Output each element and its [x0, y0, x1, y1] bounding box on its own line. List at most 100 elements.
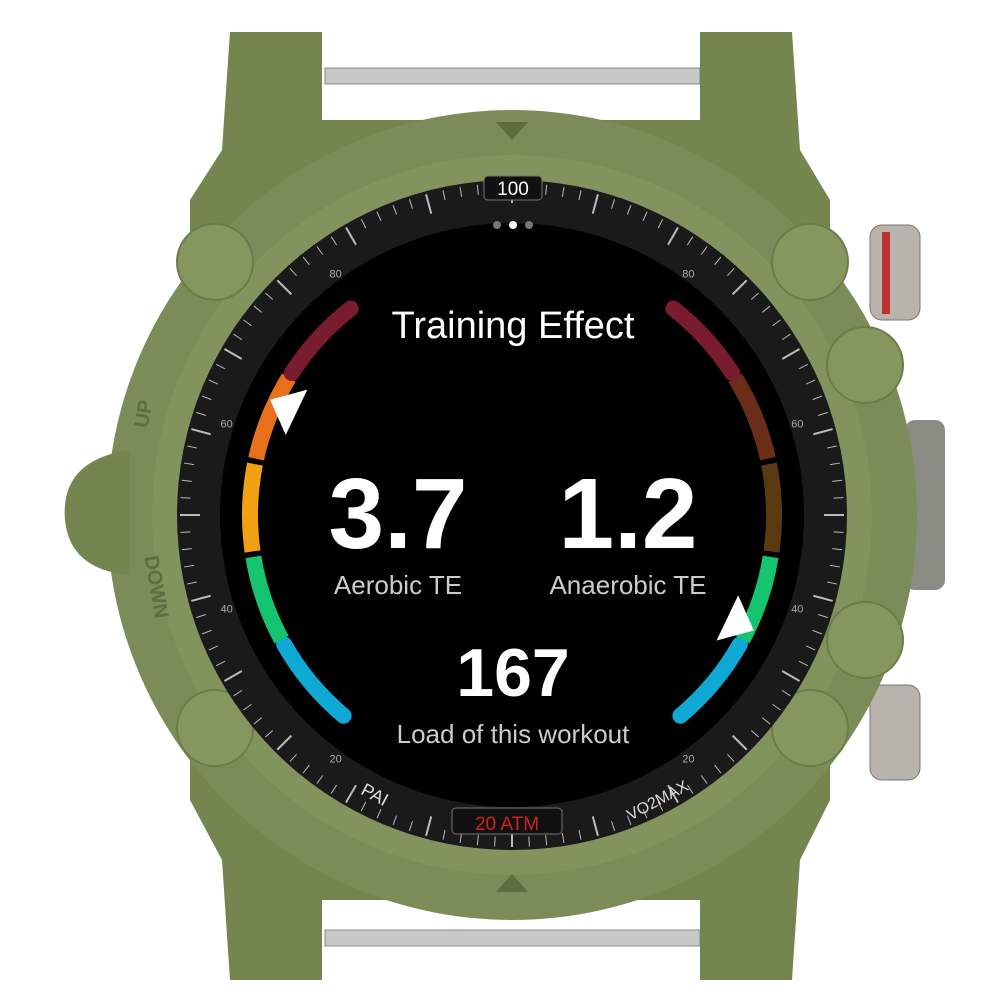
bezel-tick: [528, 836, 530, 847]
bezel-tick: [345, 226, 357, 246]
bezel-tick: [276, 279, 293, 296]
bezel-scale-label: 60: [791, 418, 803, 430]
bezel-tick: [667, 226, 679, 246]
case-knob: [826, 326, 904, 404]
bezel-tick: [781, 348, 801, 360]
aerobic-gauge-marker-icon: [270, 389, 308, 435]
bezel-tick: [714, 764, 722, 774]
page-indicator-dot: [509, 221, 517, 229]
bezel-tick: [611, 821, 616, 831]
bezel-tick: [561, 832, 565, 843]
bezel-tick: [813, 428, 833, 436]
bezel-tick: [781, 689, 791, 697]
bezel-tick: [476, 835, 479, 846]
bezel-tick: [727, 267, 735, 277]
bezel-tick: [833, 497, 844, 499]
bezel-tick: [459, 832, 463, 843]
bezel-tick: [425, 816, 433, 836]
bezel-tick: [494, 836, 496, 847]
bezel-tick: [184, 462, 195, 466]
case-knob: [826, 601, 904, 679]
bezel-scale-label: 60: [221, 418, 233, 430]
bezel-tick: [201, 395, 212, 401]
bezel-tick: [360, 218, 367, 229]
water-rating-label: 20 ATM: [475, 814, 539, 835]
bezel-tick: [561, 187, 565, 198]
bezel-tick: [700, 246, 708, 255]
bezel-tick: [700, 775, 708, 784]
screen-title: Training Effect: [392, 305, 635, 347]
anaerobic-gauge-segment: [728, 373, 776, 461]
bezel-scale-label: 40: [221, 604, 233, 616]
bezel-tick: [408, 199, 413, 209]
case-knob: [176, 223, 254, 301]
bezel-tick: [330, 236, 338, 246]
bezel-tick: [657, 801, 664, 812]
bezel-tick: [813, 594, 833, 602]
strap-bar-top: [324, 67, 701, 85]
bezel-scale-label: 20: [330, 754, 342, 766]
bezel-tick: [233, 689, 243, 697]
bezel-tick: [191, 428, 211, 436]
case-knobs: [176, 223, 904, 767]
bezel-tick: [208, 645, 219, 651]
anaerobic-te-value: 1.2: [558, 458, 697, 570]
bezel-tick: [761, 717, 771, 725]
screen: [220, 223, 804, 807]
bezel-tick: [626, 815, 632, 826]
bezel-scale-label: 80: [330, 268, 342, 280]
bezel-tick: [832, 548, 843, 551]
aerobic-gauge-segment: [283, 300, 359, 382]
bezel-tick: [805, 645, 816, 651]
bezel-tick: [253, 717, 263, 725]
bezel-tick: [578, 190, 582, 201]
bezel-tick: [829, 564, 840, 568]
bezel-tick: [223, 348, 243, 360]
bezel-tick: [180, 531, 191, 533]
bezel-tick: [772, 703, 781, 711]
bezel-tick: [276, 734, 293, 751]
bezel-tick: [223, 670, 243, 682]
bezel-tick: [408, 821, 413, 831]
bezel-tick: [476, 184, 479, 195]
bottom-label-box: [451, 807, 563, 835]
bezel-tick: [818, 411, 828, 416]
top-label-box: [483, 175, 543, 201]
bezel-tick: [187, 445, 198, 449]
bezel-tick: [686, 784, 694, 794]
bezel-tick: [642, 211, 648, 222]
button-bottom-right[interactable]: [869, 684, 921, 781]
bezel-tick: [611, 199, 616, 209]
bezel-tick: [215, 660, 226, 667]
bezel-tick: [243, 319, 252, 327]
bezel-tick: [826, 445, 837, 449]
bezel-tick: [731, 279, 748, 296]
bezel-tick: [442, 190, 446, 201]
bezel-tick: [191, 594, 211, 602]
bezel-scale-label: 80: [682, 268, 694, 280]
button-top-right-ring: [882, 232, 890, 314]
bezel-tick: [657, 218, 664, 229]
workout-load-value: 167: [456, 635, 569, 711]
button-top-right[interactable]: [869, 224, 921, 321]
bezel-tick: [187, 581, 198, 585]
case-knob: [771, 223, 849, 301]
bezel-tick: [805, 379, 816, 385]
bezel-tick: [686, 236, 694, 246]
page-indicator-dot: [525, 221, 533, 229]
bezel-tick: [781, 670, 801, 682]
bezel-tick: [302, 256, 310, 266]
bezel-triangle-bottom: [496, 874, 528, 892]
bezel-tick: [591, 194, 599, 214]
aerobic-te-label: Aerobic TE: [334, 570, 462, 600]
bezel-tick: [316, 246, 324, 255]
bezel-tick: [578, 829, 582, 840]
bezel-tick: [302, 764, 310, 774]
bezel-tick: [253, 305, 263, 313]
bezel-tick: [360, 801, 367, 812]
bezel-tick: [201, 629, 212, 635]
aerobic-te-value: 3.7: [328, 458, 467, 570]
bezel-tick: [181, 548, 192, 551]
aerobic-gauge-segment: [248, 373, 296, 461]
